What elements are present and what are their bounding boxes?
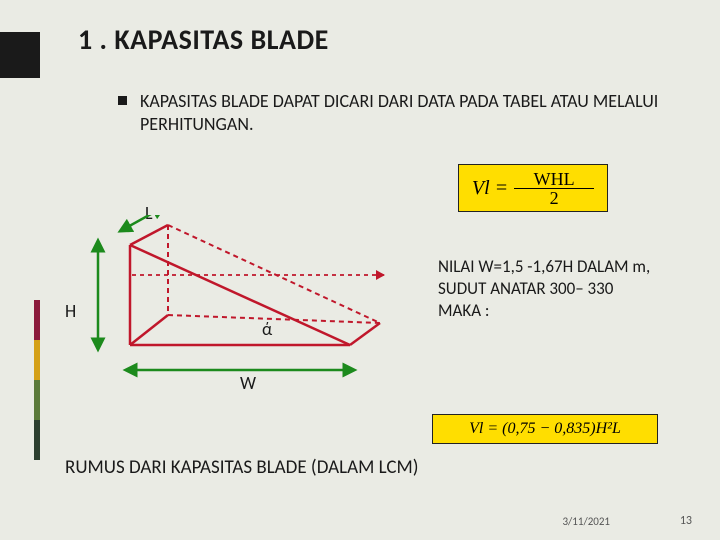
left-stripes [34, 300, 40, 460]
body-text: KAPASITAS BLADE DAPAT DICARI DARI DATA P… [140, 90, 660, 135]
slide-title: 1 . KAPASITAS BLADE [78, 22, 329, 57]
footer-date: 3/11/2021 [562, 515, 610, 528]
formula-vl-fraction: Vl = WHL 2 [458, 164, 608, 212]
accent-bar [0, 32, 40, 78]
bottom-note: RUMUS DARI KAPASITAS BLADE (DALAM LCM) [65, 456, 419, 479]
side-note: NILAI W=1,5 -1,67H DALAM m, SUDUT ANATAR… [438, 256, 656, 321]
formula1-num: WHL [514, 170, 594, 188]
formula2-text: Vl = (0,75 − 0,835)H²L [469, 420, 621, 437]
footer-page: 13 [680, 514, 692, 528]
bullet-marker [118, 96, 127, 105]
formula-vl-expanded: Vl = (0,75 − 0,835)H²L [432, 414, 658, 444]
blade-diagram [80, 215, 400, 385]
formula1-den: 2 [514, 189, 594, 207]
formula1-lhs: Vl = [472, 178, 508, 198]
label-h: H [65, 300, 76, 322]
